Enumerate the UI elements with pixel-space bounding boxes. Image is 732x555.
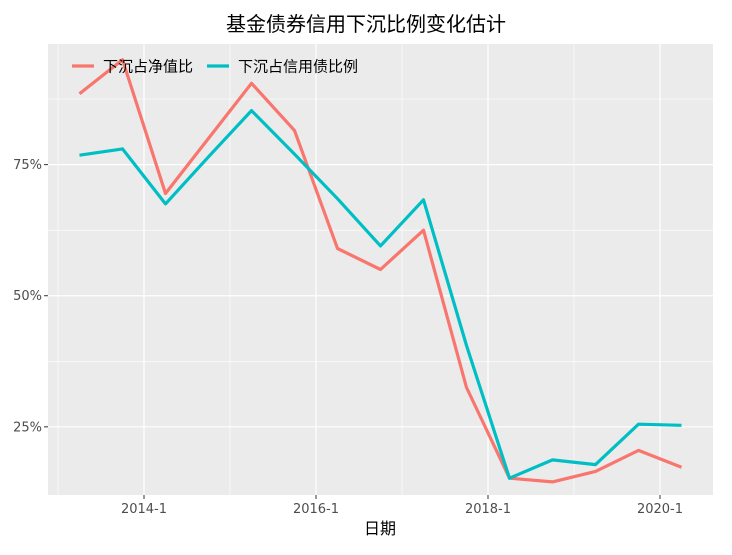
- legend-label-1: 下沉占净值比: [103, 58, 193, 76]
- series-line-1: [78, 58, 683, 484]
- x-axis-label: 日期: [364, 519, 396, 538]
- x-axis-ticks: 2014-1 2016-1 2018-1 2020-1: [121, 495, 683, 517]
- y-tick-label: 50%: [13, 289, 42, 304]
- series-line-2: [79, 108, 682, 480]
- x-tick-label: 2014-1: [121, 502, 167, 517]
- legend-label-2: 下沉占信用债比例: [238, 58, 358, 76]
- grid-lines: [48, 44, 713, 495]
- legend: 下沉占净值比 下沉占信用债比例: [72, 58, 358, 76]
- x-tick-label: 2020-1: [637, 502, 683, 517]
- chart-title: 基金债券信用下沉比例变化估计: [226, 12, 506, 36]
- series-lines: [78, 58, 683, 484]
- y-tick-label: 75%: [13, 158, 42, 173]
- x-tick-label: 2018-1: [465, 502, 511, 517]
- x-tick-label: 2016-1: [293, 502, 339, 517]
- y-axis-ticks: 25% 50% 75%: [13, 158, 48, 435]
- y-tick-label: 25%: [13, 420, 42, 435]
